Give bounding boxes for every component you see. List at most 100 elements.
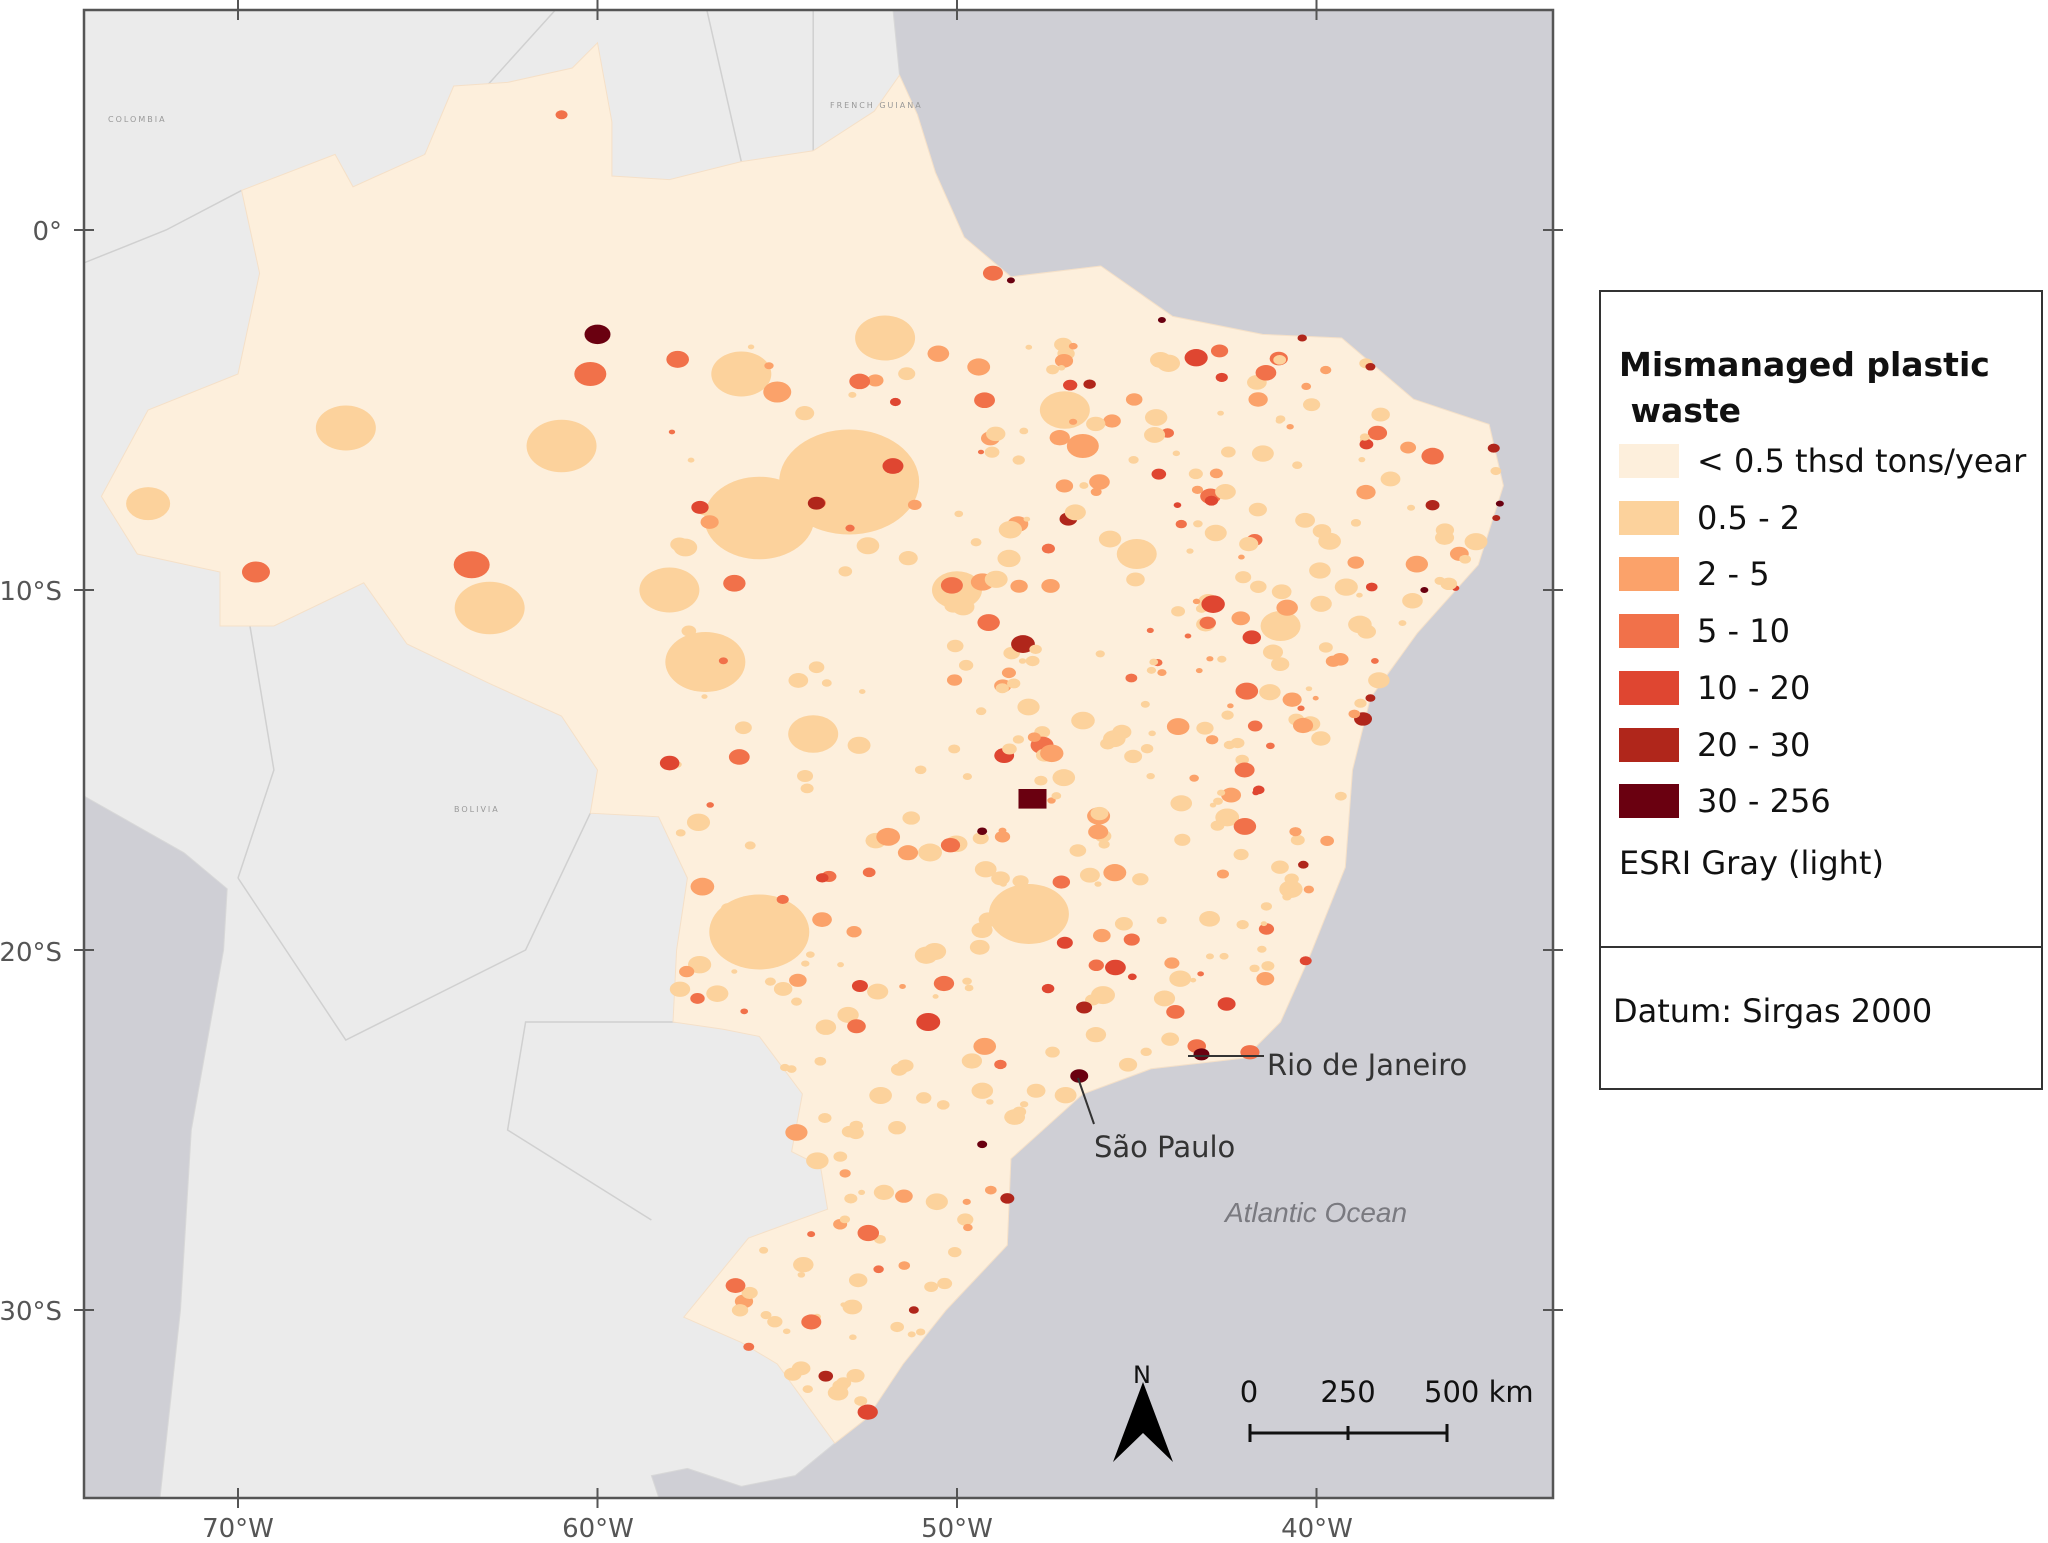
- municipality-patch: [1217, 410, 1224, 416]
- municipality-patch: [1153, 990, 1176, 1007]
- municipality-patch: [946, 674, 963, 686]
- municipality-patch: [704, 476, 815, 560]
- municipality-patch: [1459, 554, 1472, 564]
- municipality-patch: [1055, 479, 1074, 493]
- municipality-patch: [1368, 672, 1390, 689]
- municipality-patch: [1146, 627, 1154, 634]
- municipality-patch: [1271, 584, 1292, 600]
- scale-bar: [1248, 1424, 1449, 1442]
- municipality-patch: [706, 802, 714, 808]
- city-label-sao-paulo: São Paulo: [1094, 1130, 1235, 1164]
- municipality-patch: [1250, 580, 1267, 593]
- municipality-patch: [858, 689, 866, 695]
- municipality-patch: [1132, 873, 1149, 886]
- municipality-patch: [957, 1213, 974, 1226]
- municipality-patch: [1103, 864, 1127, 882]
- municipality-patch: [1258, 923, 1275, 935]
- municipality-patch: [1407, 504, 1416, 511]
- municipality-patch: [839, 1169, 851, 1178]
- municipality-patch: [725, 1278, 746, 1293]
- municipality-patch: [1068, 342, 1078, 350]
- legend-swatch: [1619, 614, 1679, 648]
- municipality-patch: [925, 1193, 948, 1211]
- municipality-patch: [1079, 867, 1100, 883]
- municipality-patch: [977, 614, 1000, 631]
- legend-title: Mismanaged plastic waste: [1619, 345, 1990, 430]
- municipality-patch: [1010, 579, 1028, 593]
- municipality-patch: [1126, 572, 1145, 587]
- legend-swatch: [1619, 501, 1679, 535]
- municipality-patch: [788, 673, 809, 688]
- municipality-patch: [867, 374, 884, 387]
- municipality-patch: [897, 845, 919, 861]
- municipality-patch: [1289, 827, 1302, 837]
- country-border: [506, 1021, 677, 1221]
- municipality-patch: [1052, 769, 1076, 787]
- sao-paulo-leader-line: [1077, 1077, 1095, 1125]
- municipality-patch: [898, 551, 918, 566]
- municipality-patch: [974, 861, 997, 878]
- municipality-patch: [1144, 427, 1166, 443]
- municipality-patch: [1236, 919, 1249, 930]
- municipality-patch: [740, 1008, 749, 1015]
- municipality-patch: [869, 1086, 892, 1104]
- municipality-patch: [791, 997, 803, 1006]
- legend-item: 20 - 30: [1619, 726, 1810, 764]
- municipality-patch: [1156, 916, 1167, 925]
- municipality-patch: [1006, 277, 1015, 284]
- municipality-patch: [847, 1019, 866, 1034]
- legend-item: 30 - 256: [1619, 782, 1831, 820]
- municipality-patch: [1064, 504, 1086, 521]
- municipality-patch: [984, 570, 1008, 588]
- municipality-patch: [995, 683, 1009, 694]
- municipality-patch: [1088, 824, 1109, 840]
- municipality-patch: [914, 765, 927, 775]
- legend-label: 10 - 20: [1697, 669, 1811, 707]
- municipality-patch: [1148, 730, 1156, 737]
- municipality-patch: [898, 1261, 911, 1270]
- municipality-patch: [723, 574, 746, 592]
- municipality-patch: [1260, 902, 1272, 911]
- municipality-patch: [1490, 466, 1502, 476]
- municipality-patch: [907, 499, 922, 511]
- lon-tick-label: 50°W: [921, 1514, 993, 1543]
- municipality-patch: [687, 955, 712, 974]
- municipality-patch: [873, 1184, 895, 1200]
- municipality-patch: [1019, 1101, 1029, 1108]
- municipality-patch: [815, 873, 829, 883]
- municipality-patch: [1173, 502, 1182, 508]
- municipality-patch: [788, 715, 839, 753]
- municipality-patch: [1359, 439, 1374, 450]
- municipality-patch: [1297, 334, 1307, 342]
- municipality-patch: [1018, 789, 1047, 809]
- municipality-patch: [1156, 354, 1181, 372]
- municipality-patch: [890, 1321, 905, 1333]
- legend-swatch: [1619, 728, 1679, 762]
- municipality-patch: [797, 769, 814, 782]
- municipality-patch: [1041, 983, 1055, 994]
- municipality-patch: [1310, 595, 1332, 612]
- municipality-patch: [711, 351, 772, 397]
- municipality-patch: [855, 315, 916, 361]
- municipality-patch: [962, 1198, 971, 1205]
- municipality-patch: [743, 1342, 755, 1351]
- municipality-patch: [1365, 582, 1378, 592]
- municipality-patch: [1091, 986, 1115, 1005]
- municipality-patch: [988, 884, 1069, 944]
- municipality-patch: [821, 679, 832, 687]
- municipality-patch: [986, 1099, 994, 1105]
- municipality-patch: [838, 566, 853, 577]
- municipality-patch: [1199, 616, 1216, 629]
- municipality-patch: [1356, 484, 1376, 500]
- municipality-patch: [1184, 349, 1208, 367]
- municipality-patch: [1045, 1046, 1060, 1058]
- municipality-patch: [1334, 791, 1347, 801]
- municipality-patch: [971, 1082, 994, 1099]
- municipality-patch: [783, 1367, 802, 1381]
- municipality-patch: [1303, 398, 1321, 412]
- municipality-patch: [1040, 744, 1064, 763]
- municipality-patch: [827, 1385, 849, 1401]
- municipality-patch: [1169, 970, 1192, 987]
- municipality-patch: [975, 707, 987, 716]
- municipality-patch: [924, 1281, 939, 1292]
